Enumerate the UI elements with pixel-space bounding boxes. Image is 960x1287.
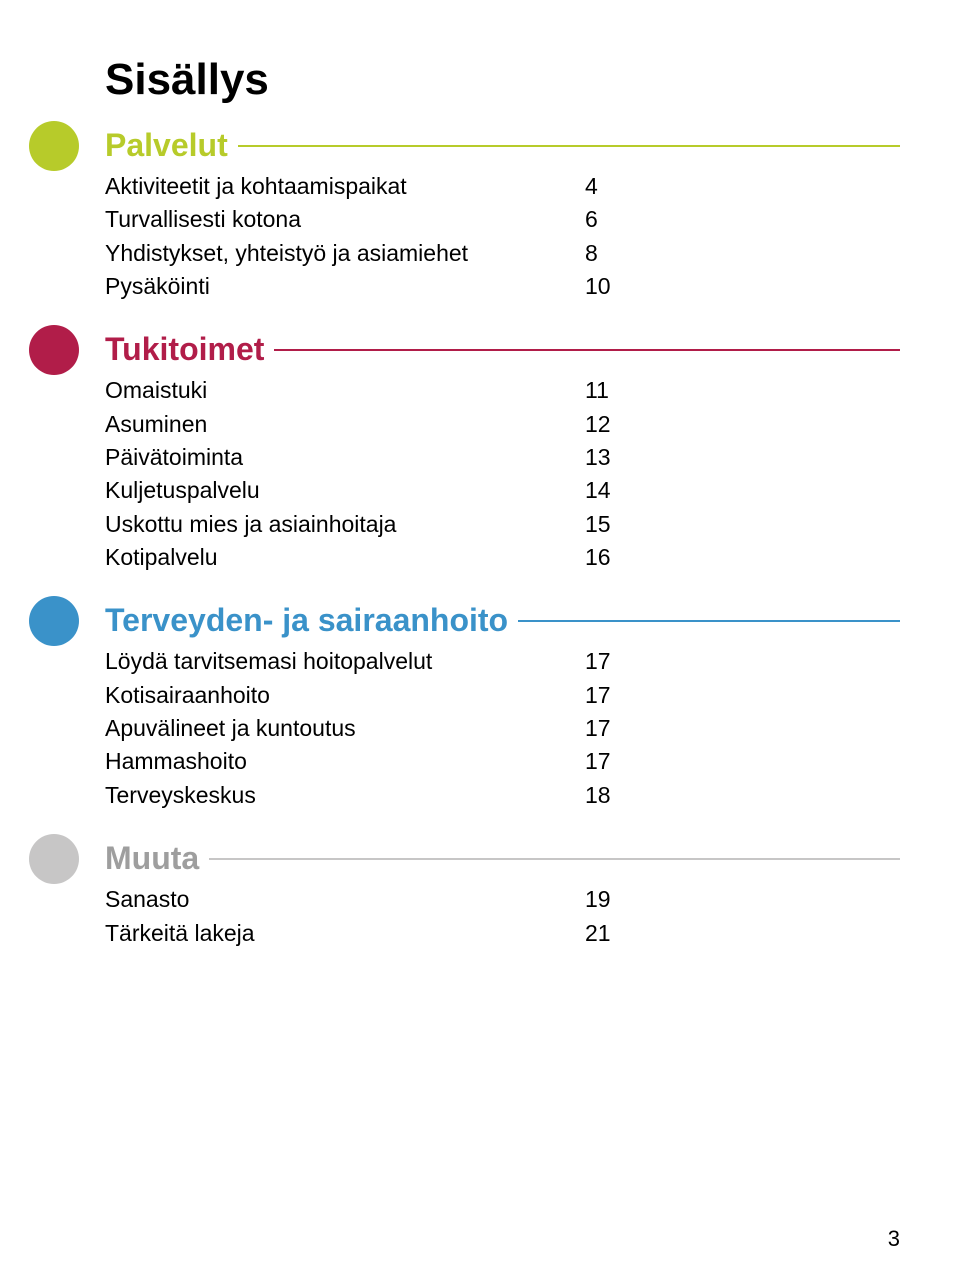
toc-entry: Kotisairaanhoito17 [105,679,900,712]
toc-entry: Löydä tarvitsemasi hoitopalvelut17 [105,645,900,678]
toc-entry-page: 12 [585,408,635,441]
toc-entry-page: 17 [585,645,635,678]
toc-entry: Apuvälineet ja kuntoutus17 [105,712,900,745]
toc-entry: Turvallisesti kotona6 [105,203,900,236]
toc-section: Terveyden- ja sairaanhoito Löydä tarvitse… [105,602,900,812]
toc-entry-label: Turvallisesti kotona [105,203,585,236]
toc-entry-label: Kotisairaanhoito [105,679,585,712]
section-bullet-icon [29,834,79,884]
toc-entry-label: Asuminen [105,408,585,441]
toc-entry-label: Terveyskeskus [105,779,585,812]
toc-entry-page: 13 [585,441,635,474]
toc-entry: Terveyskeskus18 [105,779,900,812]
toc-entry-page: 17 [585,712,635,745]
toc-entry-label: Omaistuki [105,374,585,407]
section-heading: Muuta [105,840,199,877]
toc-entry-page: 4 [585,170,635,203]
toc-entry: Kuljetuspalvelu14 [105,474,900,507]
toc-entry-label: Hammashoito [105,745,585,778]
section-entries: Aktiviteetit ja kohtaamispaikat4Turvalli… [105,170,900,303]
toc-entry-label: Kuljetuspalvelu [105,474,585,507]
toc-entry: Päivätoiminta13 [105,441,900,474]
section-heading: Tukitoimet [105,331,264,368]
section-rule [274,349,900,351]
page-title: Sisällys [105,55,900,105]
toc-entry-page: 17 [585,679,635,712]
toc-entry-label: Aktiviteetit ja kohtaamispaikat [105,170,585,203]
sections-container: Palvelut Aktiviteetit ja kohtaamispaikat4… [105,127,900,950]
section-heading: Palvelut [105,127,228,164]
section-entries: Omaistuki11Asuminen12Päivätoiminta13Kulj… [105,374,900,574]
section-entries: Sanasto19Tärkeitä lakeja21 [105,883,900,950]
section-heading-row: Palvelut [105,127,900,164]
toc-entry-label: Pysäköinti [105,270,585,303]
toc-entry-label: Yhdistykset, yhteistyö ja asiamiehet [105,237,585,270]
section-bullet-icon [29,325,79,375]
section-bullet-icon [29,596,79,646]
section-bullet-icon [29,121,79,171]
toc-entry-label: Uskottu mies ja asiainhoitaja [105,508,585,541]
toc-entry: Tärkeitä lakeja21 [105,917,900,950]
toc-entry-page: 16 [585,541,635,574]
toc-entry: Uskottu mies ja asiainhoitaja15 [105,508,900,541]
toc-entry-page: 18 [585,779,635,812]
toc-entry-page: 17 [585,745,635,778]
toc-entry-page: 8 [585,237,635,270]
toc-entry-page: 10 [585,270,635,303]
section-rule [238,145,900,147]
toc-entry: Sanasto19 [105,883,900,916]
toc-entry-page: 19 [585,883,635,916]
toc-entry-page: 6 [585,203,635,236]
section-entries: Löydä tarvitsemasi hoitopalvelut17Kotisa… [105,645,900,812]
toc-entry-label: Löydä tarvitsemasi hoitopalvelut [105,645,585,678]
section-heading: Terveyden- ja sairaanhoito [105,602,508,639]
toc-entry-page: 14 [585,474,635,507]
toc-page: Sisällys Palvelut Aktiviteetit ja kohtaam… [0,0,960,1287]
toc-entry: Omaistuki11 [105,374,900,407]
toc-entry-label: Kotipalvelu [105,541,585,574]
toc-entry-page: 11 [585,374,635,407]
toc-entry: Aktiviteetit ja kohtaamispaikat4 [105,170,900,203]
section-heading-row: Terveyden- ja sairaanhoito [105,602,900,639]
toc-entry: Yhdistykset, yhteistyö ja asiamiehet8 [105,237,900,270]
page-number: 3 [888,1226,900,1252]
toc-entry: Kotipalvelu16 [105,541,900,574]
section-heading-row: Tukitoimet [105,331,900,368]
toc-entry: Pysäköinti10 [105,270,900,303]
section-rule [209,858,900,860]
toc-entry-label: Päivätoiminta [105,441,585,474]
section-heading-row: Muuta [105,840,900,877]
section-rule [518,620,900,622]
toc-entry: Asuminen12 [105,408,900,441]
toc-section: Tukitoimet Omaistuki11Asuminen12Päivätoim… [105,331,900,574]
toc-entry-page: 15 [585,508,635,541]
toc-entry: Hammashoito17 [105,745,900,778]
toc-entry-label: Sanasto [105,883,585,916]
toc-entry-label: Apuvälineet ja kuntoutus [105,712,585,745]
toc-entry-page: 21 [585,917,635,950]
toc-section: Muuta Sanasto19Tärkeitä lakeja21 [105,840,900,950]
toc-entry-label: Tärkeitä lakeja [105,917,585,950]
toc-section: Palvelut Aktiviteetit ja kohtaamispaikat4… [105,127,900,303]
